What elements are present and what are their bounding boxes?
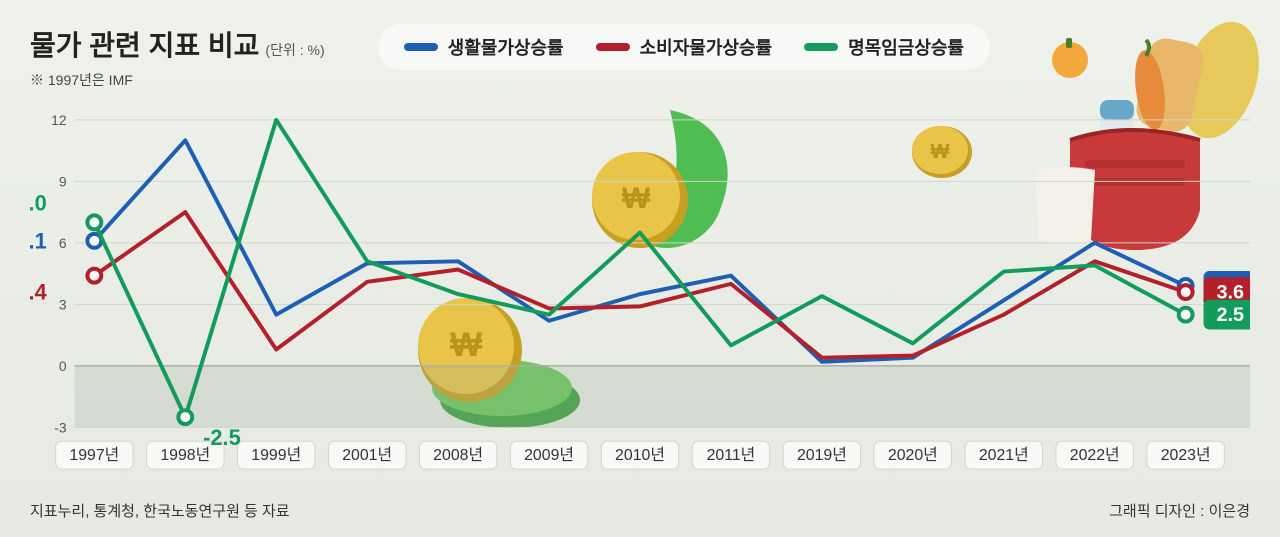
svg-text:6: 6 xyxy=(59,235,67,251)
svg-text:1997년: 1997년 xyxy=(69,446,119,464)
svg-text:2001년: 2001년 xyxy=(342,446,392,464)
legend-swatch xyxy=(596,43,630,51)
subnote: ※ 1997년은 IMF xyxy=(30,70,325,90)
line-chart-svg: -30369121997년1998년1999년2001년2008년2009년20… xyxy=(30,100,1250,477)
svg-text:7.0: 7.0 xyxy=(30,190,47,215)
legend-label: 생활물가상승률 xyxy=(448,34,564,60)
legend-item-cpi: 소비자물가상승률 xyxy=(596,34,772,60)
svg-text:2023년: 2023년 xyxy=(1161,446,1211,464)
svg-text:2008년: 2008년 xyxy=(433,446,483,464)
svg-text:3: 3 xyxy=(59,296,67,312)
svg-text:2022년: 2022년 xyxy=(1070,446,1120,464)
title-block: 물가 관련 지표 비교 (단위 : %) ※ 1997년은 IMF xyxy=(30,24,325,90)
legend: 생활물가상승률 소비자물가상승률 명목임금상승률 xyxy=(378,24,990,70)
legend-swatch xyxy=(804,43,838,51)
svg-text:12: 12 xyxy=(51,112,67,128)
legend-item-wage: 명목임금상승률 xyxy=(804,34,964,60)
svg-text:2019년: 2019년 xyxy=(797,446,847,464)
chart-title: 물가 관련 지표 비교 (단위 : %) xyxy=(30,24,325,64)
header: 물가 관련 지표 비교 (단위 : %) ※ 1997년은 IMF 생활물가상승… xyxy=(30,24,1250,90)
legend-label: 명목임금상승률 xyxy=(848,34,964,60)
title-text: 물가 관련 지표 비교 xyxy=(30,24,259,64)
svg-text:9: 9 xyxy=(59,173,67,189)
svg-text:2020년: 2020년 xyxy=(888,446,938,464)
svg-text:2010년: 2010년 xyxy=(615,446,665,464)
svg-text:2021년: 2021년 xyxy=(979,446,1029,464)
svg-text:2011년: 2011년 xyxy=(707,446,756,464)
chart: -30369121997년1998년1999년2001년2008년2009년20… xyxy=(30,100,1250,477)
svg-text:6.1: 6.1 xyxy=(30,229,47,254)
svg-text:2009년: 2009년 xyxy=(524,446,574,464)
legend-swatch xyxy=(404,43,438,51)
unit-text: (단위 : %) xyxy=(265,40,324,60)
footer: 지표누리, 통계청, 한국노동연구원 등 자료 그래픽 디자인 : 이은경 xyxy=(30,500,1250,521)
credit-text: 그래픽 디자인 : 이은경 xyxy=(1109,500,1250,521)
svg-text:0: 0 xyxy=(59,358,67,374)
svg-text:4.4: 4.4 xyxy=(30,279,48,304)
svg-text:2.5: 2.5 xyxy=(1217,304,1245,326)
source-text: 지표누리, 통계청, 한국노동연구원 등 자료 xyxy=(30,500,290,521)
svg-text:-3: -3 xyxy=(54,419,67,435)
legend-item-living: 생활물가상승률 xyxy=(404,34,564,60)
svg-text:-2.5: -2.5 xyxy=(203,425,241,450)
legend-label: 소비자물가상승률 xyxy=(640,34,772,60)
svg-text:1999년: 1999년 xyxy=(251,446,301,464)
